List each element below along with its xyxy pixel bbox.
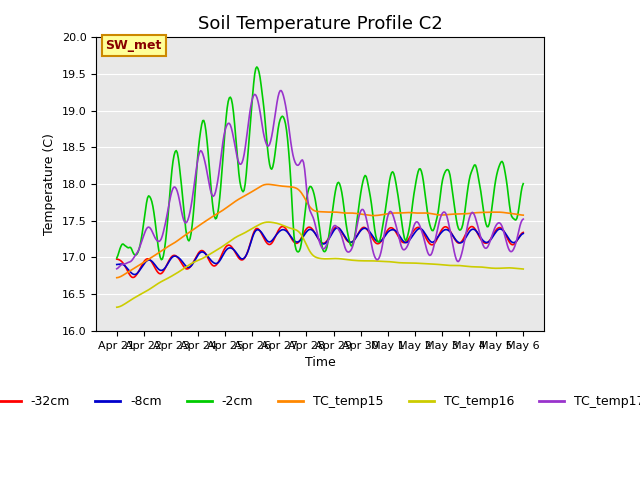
Y-axis label: Temperature (C): Temperature (C) (44, 133, 56, 235)
X-axis label: Time: Time (305, 356, 335, 369)
Text: SW_met: SW_met (106, 39, 162, 52)
Title: Soil Temperature Profile C2: Soil Temperature Profile C2 (198, 15, 442, 33)
Legend: -32cm, -8cm, -2cm, TC_temp15, TC_temp16, TC_temp17: -32cm, -8cm, -2cm, TC_temp15, TC_temp16,… (0, 390, 640, 413)
